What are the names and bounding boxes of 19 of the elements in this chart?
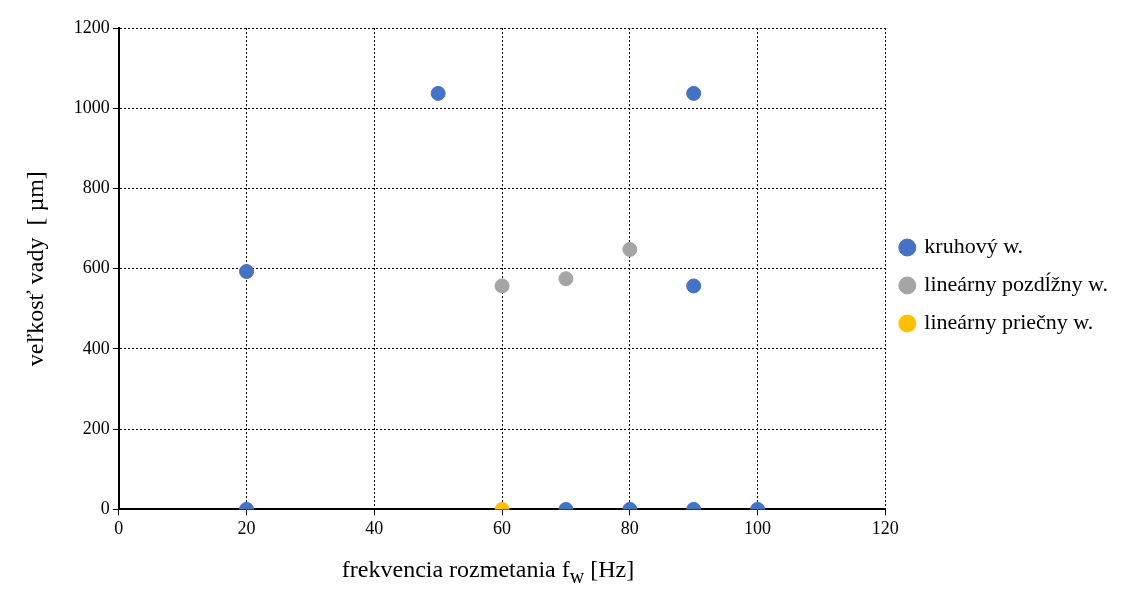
x-axis-title: frekvencia rozmetania f$_{w}$ [Hz]	[340, 556, 636, 588]
y-tick-label: 1200	[73, 16, 110, 37]
y-tick-label: 600	[82, 257, 110, 278]
y-tick-label: 400	[82, 337, 110, 358]
x-tick-label: 40	[365, 517, 384, 538]
legend-label: lineárny pozdĺžny w.	[924, 271, 1109, 297]
x-tick-label: 80	[620, 517, 639, 538]
x-tick-label: 0	[114, 517, 124, 538]
x-tick-label: 120	[871, 517, 899, 538]
y-tick-label: 1000	[73, 96, 110, 117]
x-tick-label: 100	[744, 517, 772, 538]
y-tick-label: 200	[82, 417, 110, 438]
legend-label: kruhový w.	[924, 233, 1024, 259]
y-tick-label: 800	[82, 177, 110, 198]
y-axis-title: veľkosť vady [ µm]	[21, 171, 48, 367]
y-tick-label: 0	[100, 498, 110, 519]
legend-label: lineárny priečny w.	[924, 309, 1094, 335]
x-tick-label: 20	[237, 517, 256, 538]
x-tick-label: 60	[493, 517, 512, 538]
